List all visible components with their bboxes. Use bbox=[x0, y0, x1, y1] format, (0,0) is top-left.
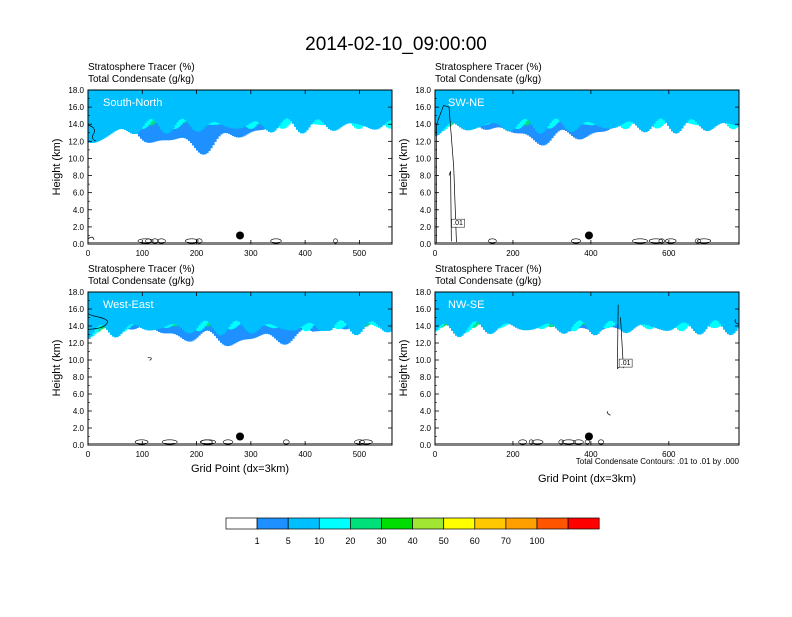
panel-west-east: Stratosphere Tracer (%) Total Condensate… bbox=[51, 264, 393, 475]
panel-sw-ne: Stratosphere Tracer (%) Total Condensate… bbox=[398, 62, 740, 258]
y-tick-label: 16.0 bbox=[415, 103, 431, 112]
figure-title: 2014-02-10_09:00:00 bbox=[305, 34, 487, 55]
y-tick-label: 18.0 bbox=[415, 86, 431, 95]
contour-label: .01 bbox=[453, 220, 463, 227]
y-tick-label: 0.0 bbox=[73, 240, 85, 249]
x-tick-label: 0 bbox=[86, 249, 91, 258]
x-tick-label: 400 bbox=[298, 249, 312, 258]
y-tick-label: 8.0 bbox=[420, 172, 432, 181]
y-tick-label: 18.0 bbox=[68, 86, 84, 95]
y-tick-label: 8.0 bbox=[73, 172, 85, 181]
panel-subtitle-condensate: Total Condensate (g/kg) bbox=[88, 74, 194, 85]
y-tick-label: 16.0 bbox=[68, 103, 84, 112]
y-tick-label: 14.0 bbox=[68, 120, 84, 129]
panel-subtitle-condensate: Total Condensate (g/kg) bbox=[435, 74, 541, 85]
x-tick-label: 300 bbox=[244, 249, 258, 258]
x-tick-label: 100 bbox=[136, 249, 150, 258]
y-tick-label: 2.0 bbox=[73, 223, 85, 232]
y-tick-label: 12.0 bbox=[415, 137, 431, 146]
y-axis-label: Height (km) bbox=[51, 139, 63, 196]
panel-subtitle-tracer: Stratosphere Tracer (%) bbox=[88, 264, 195, 275]
y-tick-label: 4.0 bbox=[420, 206, 432, 215]
x-tick-label: 600 bbox=[662, 249, 676, 258]
x-tick-label: 500 bbox=[353, 249, 367, 258]
panel-label: South-North bbox=[103, 97, 162, 109]
panel-subtitle-condensate: Total Condensate (g/kg) bbox=[88, 276, 194, 287]
y-axis-label: Height (km) bbox=[398, 139, 410, 196]
x-tick-label: 200 bbox=[190, 249, 204, 258]
y-tick-label: 4.0 bbox=[73, 206, 85, 215]
y-tick-label: 10.0 bbox=[415, 154, 431, 163]
x-tick-label: 400 bbox=[584, 249, 598, 258]
y-tick-label: 12.0 bbox=[68, 137, 84, 146]
location-marker bbox=[585, 231, 593, 239]
panel-label: SW-NE bbox=[448, 97, 484, 109]
panel-subtitle-tracer: Stratosphere Tracer (%) bbox=[435, 62, 542, 73]
y-tick-label: 10.0 bbox=[68, 154, 84, 163]
location-marker bbox=[236, 231, 244, 239]
y-tick-label: 6.0 bbox=[420, 189, 432, 198]
y-tick-label: 2.0 bbox=[420, 223, 432, 232]
panel-south-north: Stratosphere Tracer (%) Total Condensate… bbox=[51, 62, 393, 258]
x-tick-label: 0 bbox=[433, 249, 438, 258]
panel-subtitle-tracer: Stratosphere Tracer (%) bbox=[88, 62, 195, 73]
y-tick-label: 0.0 bbox=[420, 240, 432, 249]
y-tick-label: 14.0 bbox=[415, 120, 431, 129]
y-tick-label: 6.0 bbox=[73, 189, 85, 198]
x-tick-label: 200 bbox=[506, 249, 520, 258]
